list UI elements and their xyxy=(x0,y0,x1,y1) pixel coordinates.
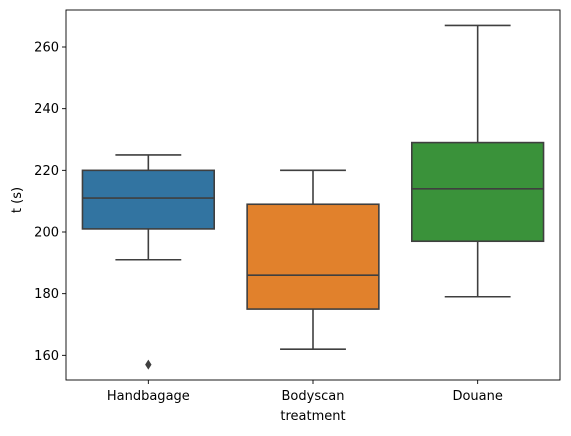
x-tick-label: Bodyscan xyxy=(282,389,345,404)
y-tick-label: 260 xyxy=(34,41,59,56)
y-tick-label: 220 xyxy=(34,164,59,179)
box-douane xyxy=(410,141,545,243)
y-tick-label: 160 xyxy=(34,349,59,364)
outlier-point xyxy=(145,359,152,370)
x-axis-title: treatment xyxy=(280,409,345,424)
plot-frame xyxy=(65,9,561,381)
x-tick-label: Handbagage xyxy=(107,389,190,404)
plot-area: 160 180 200 220 240 260 Handbagage Bodyscan Doua… xyxy=(34,9,561,404)
box-bodyscan xyxy=(246,203,380,310)
y-axis-title: t (s) xyxy=(10,187,25,213)
y-tick-label: 200 xyxy=(34,226,59,241)
box-handbagage xyxy=(81,169,216,230)
x-tick-label: Douane xyxy=(452,389,502,404)
y-tick-label: 240 xyxy=(34,102,59,117)
y-tick-label: 180 xyxy=(34,287,59,302)
